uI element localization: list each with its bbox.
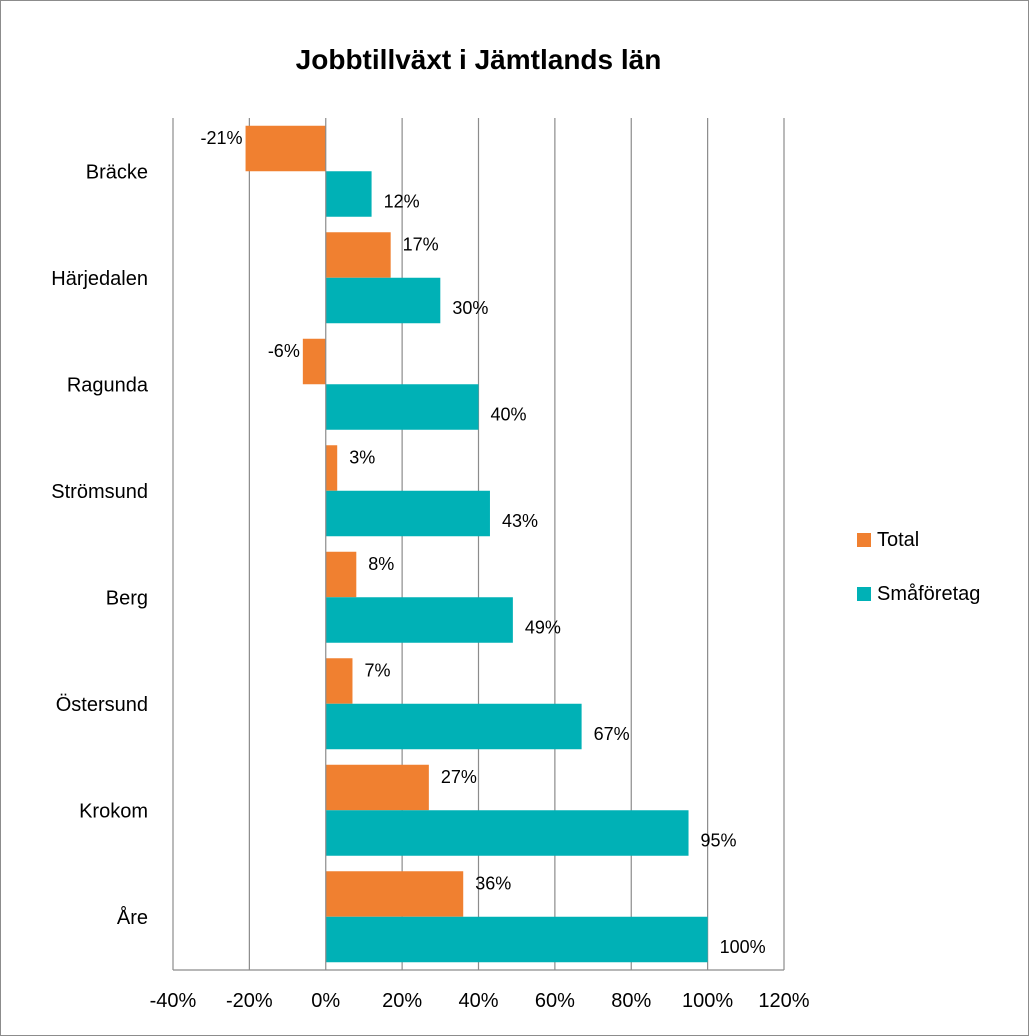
bar-smaforetag-7 bbox=[325, 916, 708, 963]
data-label-total-7: 36% bbox=[475, 873, 511, 893]
bar-total-5 bbox=[325, 658, 353, 704]
data-label-smaforetag-1: 30% bbox=[452, 298, 488, 318]
category-label-0: Bräcke bbox=[86, 161, 148, 183]
x-tick-label-6: 80% bbox=[611, 990, 651, 1012]
legend: Total Småföretag bbox=[857, 526, 980, 634]
category-label-5: Östersund bbox=[56, 694, 148, 716]
category-label-2: Ragunda bbox=[67, 374, 149, 396]
bar-smaforetag-2 bbox=[325, 384, 479, 430]
category-label-1: Härjedalen bbox=[51, 268, 148, 290]
bar-smaforetag-6 bbox=[325, 810, 689, 856]
bar-total-2 bbox=[302, 338, 326, 385]
bar-total-0 bbox=[245, 125, 326, 172]
data-label-total-2: -6% bbox=[268, 341, 300, 361]
data-label-total-3: 3% bbox=[349, 447, 375, 467]
x-tick-label-5: 60% bbox=[535, 990, 575, 1012]
bar-smaforetag-0 bbox=[325, 171, 372, 217]
data-label-smaforetag-5: 67% bbox=[594, 724, 630, 744]
bar-smaforetag-3 bbox=[325, 490, 490, 537]
x-tick-label-2: 0% bbox=[311, 990, 340, 1012]
legend-label-smaforetag: Småföretag bbox=[877, 582, 981, 605]
chart-title: Jobbtillväxt i Jämtlands län bbox=[295, 44, 662, 75]
data-label-smaforetag-4: 49% bbox=[525, 617, 561, 637]
x-tick-label-8: 120% bbox=[758, 990, 809, 1012]
x-tick-label-3: 20% bbox=[382, 990, 422, 1012]
data-label-total-4: 8% bbox=[368, 554, 394, 574]
data-label-total-5: 7% bbox=[364, 660, 390, 680]
data-label-smaforetag-0: 12% bbox=[384, 191, 420, 211]
category-label-7: Åre bbox=[117, 906, 148, 929]
data-label-total-6: 27% bbox=[441, 767, 477, 787]
legend-item-total: Total bbox=[857, 526, 980, 554]
bar-total-7 bbox=[325, 871, 464, 917]
data-label-total-0: -21% bbox=[201, 128, 243, 148]
legend-swatch-total bbox=[857, 533, 871, 547]
data-label-smaforetag-3: 43% bbox=[502, 511, 538, 531]
data-label-smaforetag-2: 40% bbox=[491, 404, 527, 424]
bar-total-3 bbox=[325, 445, 338, 491]
data-label-smaforetag-7: 100% bbox=[720, 937, 766, 957]
category-label-6: Krokom bbox=[79, 800, 148, 822]
category-label-4: Berg bbox=[106, 587, 148, 609]
x-tick-label-0: -40% bbox=[150, 990, 197, 1012]
category-label-3: Strömsund bbox=[51, 481, 148, 503]
bar-total-4 bbox=[325, 551, 357, 598]
x-tick-label-4: 40% bbox=[458, 990, 498, 1012]
legend-swatch-smaforetag bbox=[857, 587, 871, 601]
x-tick-label-1: -20% bbox=[226, 990, 273, 1012]
legend-label-total: Total bbox=[877, 528, 920, 551]
bar-smaforetag-1 bbox=[325, 277, 441, 324]
x-tick-label-7: 100% bbox=[682, 990, 733, 1012]
data-label-total-1: 17% bbox=[403, 234, 439, 254]
bar-total-1 bbox=[325, 232, 391, 278]
bar-smaforetag-4 bbox=[325, 597, 513, 643]
bar-total-6 bbox=[325, 764, 429, 811]
legend-item-smaforetag: Småföretag bbox=[857, 580, 980, 608]
data-label-smaforetag-6: 95% bbox=[701, 830, 737, 850]
bar-smaforetag-5 bbox=[325, 703, 582, 750]
